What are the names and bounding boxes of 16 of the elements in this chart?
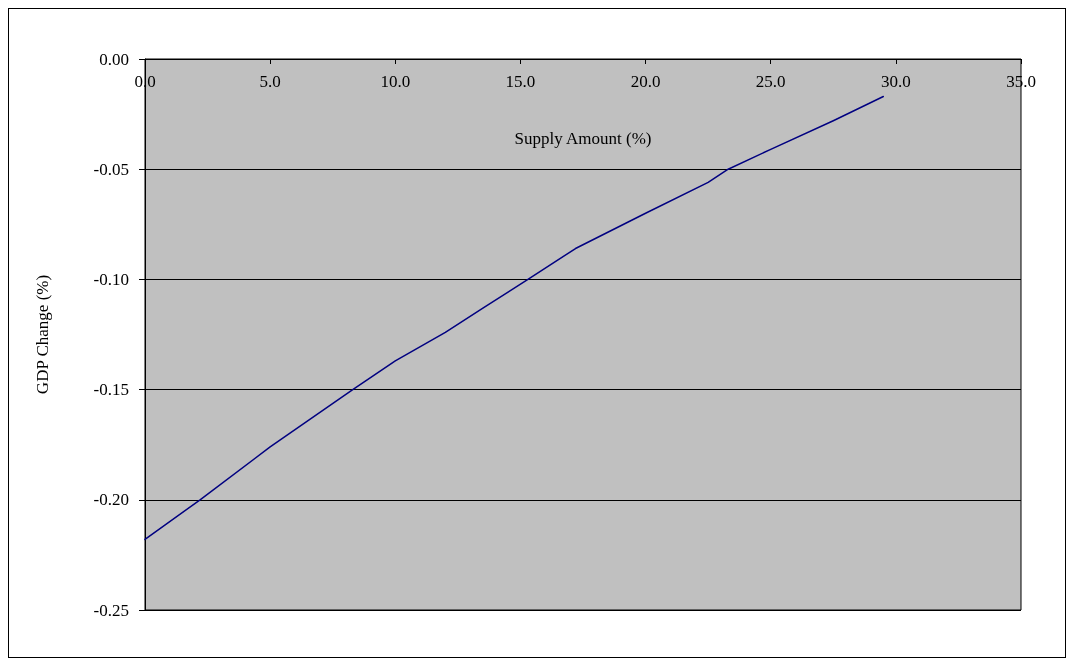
y-axis-title: GDP Change (%) [33,274,52,395]
x-tick-label: 25.0 [755,72,786,91]
y-tick-label: -0.05 [93,159,129,179]
line-series [144,95,885,541]
x-axis-title: Supply Amount (%) [514,129,652,148]
x-tick-label: 30.0 [880,72,911,91]
x-tick-label: 20.0 [630,72,661,91]
y-tick-label: 0.00 [99,49,129,69]
x-tick-label: 15.0 [505,72,536,91]
y-tick-label: -0.10 [93,269,129,289]
x-tick-label: 10.0 [380,72,411,91]
x-tick-label: 5.0 [259,72,281,91]
x-tick-label: 35.0 [1006,72,1036,91]
y-tick-label: -0.25 [93,600,129,620]
y-tick-label: -0.20 [93,490,129,510]
y-tick-label: -0.15 [93,380,129,400]
